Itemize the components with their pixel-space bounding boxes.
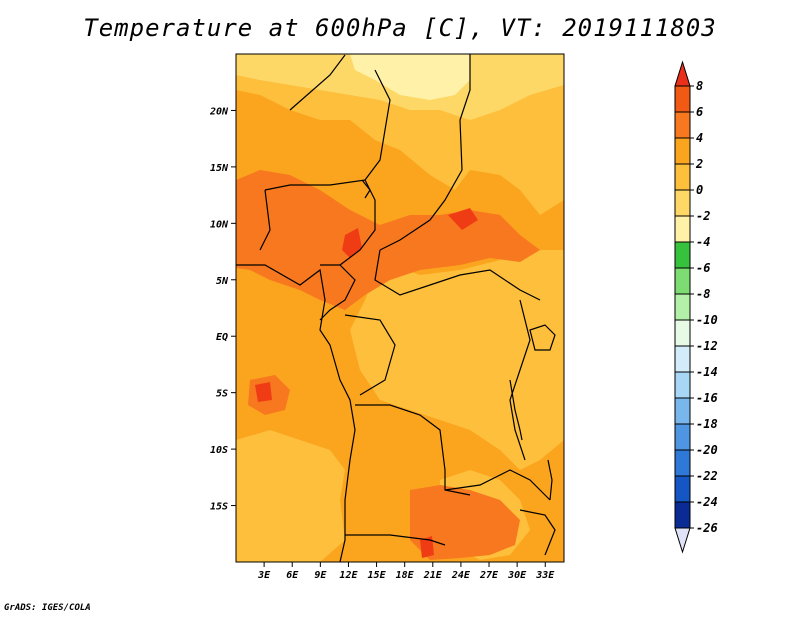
field-0-2-east <box>350 250 564 470</box>
field-above-6-a <box>342 228 362 258</box>
field-above-6-c <box>255 382 272 402</box>
border-angola-south <box>345 534 446 546</box>
colorbar-swatch <box>674 475 691 503</box>
border-zambia <box>444 469 551 501</box>
lat-tick-label: 5N <box>216 276 229 287</box>
colorbar-label: 8 <box>696 79 703 93</box>
colorbar-swatch <box>674 397 691 425</box>
colorbar-label: -16 <box>696 391 718 405</box>
field-4-6-south <box>410 485 520 560</box>
colorbar-swatch <box>674 501 691 529</box>
field-minus4-minus2-north <box>350 54 470 100</box>
colorbar-label: 4 <box>696 131 703 145</box>
border-benin <box>259 189 271 251</box>
colorbar-swatch <box>674 423 691 451</box>
lat-tick-label: 10S <box>210 445 228 456</box>
colorbar-label: -26 <box>696 521 718 535</box>
border-car <box>374 249 541 301</box>
border-congo <box>344 314 396 396</box>
lake-tanganyika <box>509 379 523 441</box>
colorbar-label: 2 <box>695 157 703 171</box>
lon-tick-label: 24E <box>451 570 471 581</box>
border-nigeria <box>264 179 376 266</box>
colorbar-label: -12 <box>696 339 718 353</box>
lake-chad <box>361 179 371 199</box>
colorbar-swatch <box>674 163 691 191</box>
colorbar-swatch <box>674 267 691 295</box>
border-cameroon <box>319 264 356 321</box>
lat-tick-label: 15N <box>210 163 229 174</box>
colorbar-label: -18 <box>696 417 718 431</box>
colorbar: 8 6 4 2 0 -2 -4 -6 -8 -10 -12 -14 -16 -18 -20 -22 -24 -26 <box>674 60 718 554</box>
border-north-1 <box>289 54 346 111</box>
field-4-6-center <box>236 170 540 310</box>
field-0-2-southwest <box>236 430 345 562</box>
lon-tick-label: 30E <box>507 570 527 581</box>
colorbar-swatch <box>674 449 691 477</box>
border-sudan <box>379 169 463 251</box>
colorbar-swatch <box>674 137 691 165</box>
map-frame <box>235 53 565 563</box>
lake-victoria <box>529 324 556 351</box>
field-above-6-d <box>420 536 434 558</box>
colorbar-end-high <box>674 60 691 87</box>
border-mozambique <box>519 509 556 556</box>
colorbar-swatch <box>674 85 691 113</box>
lon-tick-label: 12E <box>339 570 358 581</box>
lon-tick-label: 27E <box>479 570 499 581</box>
colorbar-label: -6 <box>696 261 710 275</box>
lat-tick-label: 5S <box>216 389 228 400</box>
colorbar-swatch <box>674 111 691 139</box>
lon-tick-label: 3E <box>257 570 271 581</box>
colorbar-label: -22 <box>696 469 718 483</box>
colorbar-label: -24 <box>696 495 718 509</box>
lon-tick-label: 18E <box>396 570 415 581</box>
colorbar-label: 6 <box>696 105 703 119</box>
colorbar-label: -4 <box>696 235 710 249</box>
colorbar-swatch <box>674 345 691 373</box>
lon-tick-label: 33E <box>535 570 555 581</box>
lon-tick-label: 21E <box>423 570 443 581</box>
colorbar-swatch <box>674 189 691 217</box>
colorbar-label: -10 <box>696 313 718 327</box>
colorbar-label: 0 <box>696 183 703 197</box>
lon-tick-label: 9E <box>314 570 327 581</box>
lat-tick-label: 10N <box>210 219 229 230</box>
credit-text: GrADS: IGES/COLA <box>4 603 91 613</box>
border-north-2 <box>364 69 391 181</box>
temperature-field <box>236 54 564 562</box>
lon-tick-label: 6E <box>286 570 299 581</box>
colorbar-label: -8 <box>696 287 710 301</box>
colorbar-end-low <box>674 527 691 554</box>
chart-title: Temperature at 600hPa [C], VT: 201911180… <box>83 14 717 42</box>
border-drc-east <box>509 299 531 461</box>
colorbar-swatch <box>674 319 691 347</box>
colorbar-label: -20 <box>696 443 718 457</box>
colorbar-swatch <box>674 293 691 321</box>
country-borders <box>236 54 556 562</box>
lat-tick-label: 15S <box>210 502 228 513</box>
border-libya-chad <box>459 54 471 171</box>
colorbar-swatch <box>674 371 691 399</box>
longitude-axis: 3E 6E 9E 12E 15E 18E 21E 24E 27E 30E 33E <box>257 562 555 581</box>
lon-tick-label: 15E <box>368 570 387 581</box>
lat-tick-label: 20N <box>209 106 229 117</box>
colorbar-swatch <box>674 215 691 243</box>
colorbar-swatch <box>674 241 691 269</box>
lat-tick-label: EQ <box>216 332 228 343</box>
lake-malawi <box>547 459 553 501</box>
field-above-6-b <box>448 208 478 230</box>
coast-west <box>236 264 356 562</box>
latitude-axis: 20N 15N 10N 5N EQ 5S 10S 15S <box>209 106 236 513</box>
colorbar-label: -2 <box>696 209 710 223</box>
colorbar-label: -14 <box>696 365 718 379</box>
